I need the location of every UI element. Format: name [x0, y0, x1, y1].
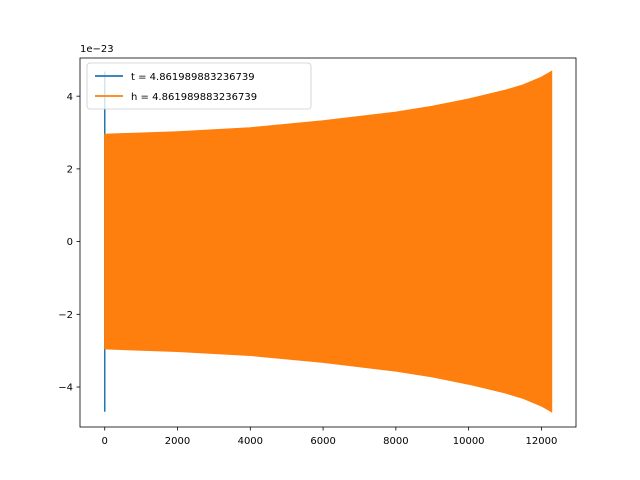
y-tick-label: 0: [67, 237, 73, 248]
x-tick-label: 4000: [238, 436, 263, 447]
y-tick-label: 2: [67, 164, 73, 175]
legend-entry-label: t = 4.861989883236739: [131, 72, 255, 83]
x-tick-label: 6000: [310, 436, 335, 447]
legend-entry-label: h = 4.861989883236739: [131, 92, 257, 103]
x-tick-label: 0: [102, 436, 108, 447]
y-tick-label: 4: [67, 92, 73, 103]
x-tick-label: 12000: [526, 436, 558, 447]
x-tick-label: 2000: [165, 436, 190, 447]
y-offset-label: 1e−23: [80, 44, 114, 55]
x-tick-label: 10000: [453, 436, 485, 447]
y-axis: −4 −2 0 2 4: [58, 92, 80, 394]
y-tick-label: −4: [58, 383, 73, 394]
x-axis: 0 2000 4000 6000 8000 10000 12000: [102, 427, 558, 447]
axes-frame: [79, 57, 577, 428]
plot-area: [103, 70, 553, 413]
series-h-band: [104, 70, 553, 413]
legend-box: [86, 62, 312, 110]
y-tick-label: −2: [58, 310, 73, 321]
legend: t = 4.861989883236739 h = 4.8619898832367…: [86, 62, 312, 110]
x-tick-label: 8000: [383, 436, 408, 447]
